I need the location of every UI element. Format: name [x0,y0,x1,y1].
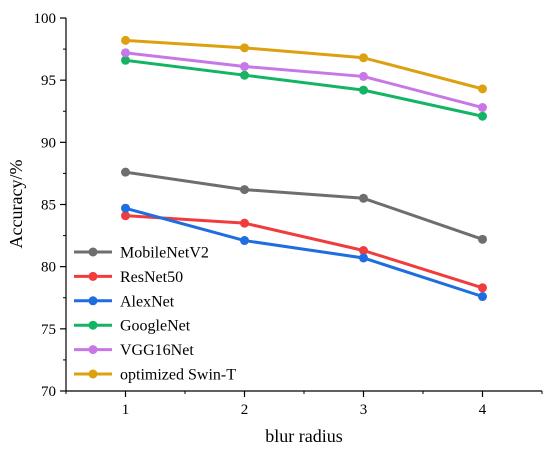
legend-item: ResNet50 [74,269,183,286]
data-point [359,71,368,81]
data-point [240,70,249,80]
series-line [125,58,483,118]
y-tick-label: 95 [41,73,56,89]
legend-swatch-marker [88,296,98,306]
legend-label: VGG16Net [120,342,194,359]
x-tick-label: 2 [241,402,249,418]
legend-item: optimized Swin-T [74,367,236,384]
legend-item: AlexNet [74,293,175,310]
y-tick-label: 100 [34,11,57,27]
legend-swatch-marker [88,271,98,281]
series-line [125,51,483,109]
y-tick-label: 90 [41,135,56,151]
series-line [125,170,483,241]
y-ticks: 70 75 80 85 90 95 100 [34,11,66,400]
legend-label: optimized Swin-T [120,367,236,384]
legend-item: GoogleNet [74,318,191,335]
series-googlenet [121,55,487,121]
legend: MobileNetV2 ResNet50 AlexNet GoogleNet VGG16… [74,245,236,384]
data-point [240,43,249,53]
data-point [121,167,130,177]
y-axis-title: Accuracy/% [6,160,26,249]
legend-swatch-marker [88,369,98,379]
series-alexnet [121,203,487,302]
x-tick-label: 4 [479,402,487,418]
data-point [121,211,130,221]
x-tick-label: 3 [360,402,368,418]
data-point [478,111,487,121]
data-point [121,48,130,58]
legend-swatch-marker [88,320,98,330]
data-point [359,253,368,263]
x-ticks: 1 2 3 4 [65,391,543,418]
y-tick-label: 85 [41,198,56,214]
series-line [125,206,483,298]
x-tick-label: 1 [122,402,130,418]
legend-label: AlexNet [120,293,175,310]
data-point [478,292,487,302]
data-point [121,35,130,45]
data-point [478,84,487,94]
legend-item: VGG16Net [74,342,194,359]
legend-swatch-marker [88,345,98,355]
series-line [125,214,483,290]
series-layer [121,35,487,302]
data-point [478,103,487,113]
data-point [121,203,130,213]
legend-label: GoogleNet [120,318,191,335]
y-tick-label: 80 [41,260,56,276]
data-point [121,55,130,65]
x-axis-title: blur radius [265,426,342,446]
data-point [359,53,368,63]
series-line [125,38,483,91]
legend-item: MobileNetV2 [74,245,209,262]
series-mobilenetv2 [121,167,487,244]
legend-swatch-marker [88,247,98,257]
legend-label: MobileNetV2 [120,245,209,262]
legend-label: ResNet50 [120,269,183,286]
data-point [240,61,249,71]
data-point [359,85,368,95]
data-point [478,234,487,244]
y-tick-label: 70 [41,384,56,400]
axes [65,18,542,392]
data-point [240,185,249,195]
y-tick-label: 75 [41,322,56,338]
series-resnet50 [121,211,487,293]
data-point [240,218,249,228]
series-vgg16net [121,48,487,113]
data-point [359,193,368,203]
data-point [478,283,487,293]
series-optimized-swin-t [121,35,487,94]
data-point [359,246,368,256]
data-point [240,236,249,246]
